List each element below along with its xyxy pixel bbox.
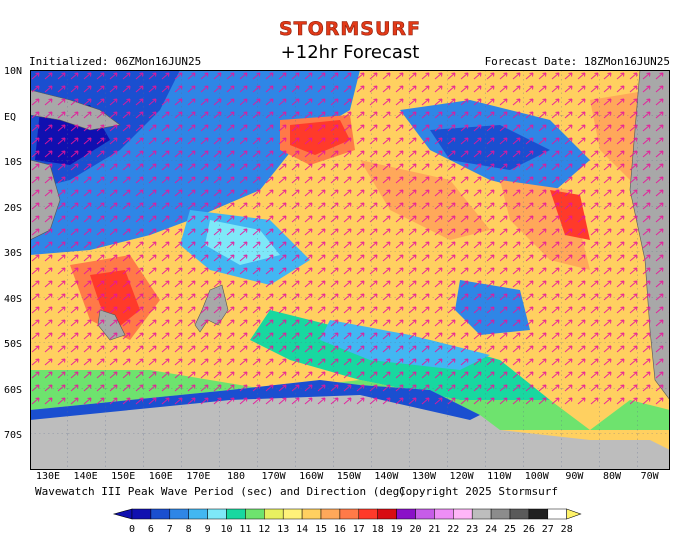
lon-label: 170W (261, 471, 286, 482)
period-color-scale: 0 6 7 8 9 10 11 12 13 14 15 16 17 18 19 20 21 22 23 24 25 26 2… (112, 508, 582, 535)
lon-label: 150W (336, 471, 361, 482)
scale-swatch (264, 508, 284, 520)
scale-label: 16 (334, 524, 346, 535)
lat-label: 60S (4, 384, 23, 396)
scale-label: 0 (129, 524, 135, 535)
scale-label: 6 (148, 524, 154, 535)
scale-high-arrow (566, 508, 582, 520)
scale-swatch (339, 508, 360, 520)
lon-label: 130W (411, 471, 437, 482)
stormsurf-logo: STORMSURF (278, 18, 422, 41)
scale-swatch (377, 508, 397, 520)
scale-label: 27 (542, 524, 554, 535)
scale-swatch (320, 508, 341, 520)
scale-label: 20 (409, 524, 421, 535)
lat-label: 30S (4, 248, 23, 259)
scale-swatch (547, 508, 567, 520)
scale-label: 7 (167, 524, 173, 535)
scale-swatch (415, 508, 435, 520)
lon-label: 140W (374, 471, 399, 482)
lat-lon-grid (30, 70, 670, 470)
scale-swatch (188, 508, 208, 520)
scale-label: 26 (523, 524, 535, 535)
scale-swatch (131, 508, 152, 520)
scale-label: 9 (205, 524, 211, 535)
map-caption: Wavewatch III Peak Wave Period (sec) and… (35, 485, 406, 498)
lat-label: 10S (4, 157, 23, 168)
lat-label: 20S (4, 202, 23, 214)
lon-label: 70W (640, 471, 659, 482)
scale-label: 28 (561, 524, 573, 535)
forecast-date-label: Forecast Date: 18ZMon16JUN25 (484, 55, 670, 68)
forecast-title: +12hr Forecast (280, 42, 420, 63)
map-border (30, 70, 670, 470)
scale-label: 17 (353, 524, 365, 535)
scale-swatch (396, 508, 416, 520)
scale-swatch (358, 508, 378, 520)
lon-label: 140E (73, 471, 98, 482)
lon-label: 120W (449, 471, 474, 482)
scale-label: 22 (447, 524, 459, 535)
scale-label: 13 (277, 524, 289, 535)
lon-label: 110W (487, 471, 512, 482)
lat-label: EQ (4, 111, 17, 123)
scale-swatch (150, 508, 171, 520)
scale-label: 8 (186, 524, 192, 535)
lon-label: 150E (111, 471, 136, 482)
scale-label: 15 (315, 524, 327, 535)
copyright-label: Copyright 2025 Stormsurf (399, 485, 558, 498)
scale-label: 19 (391, 524, 403, 535)
scale-swatch (434, 508, 454, 520)
scale-swatch (282, 508, 303, 520)
lon-label: 130E (35, 471, 61, 482)
scale-low-arrow (112, 508, 133, 520)
scale-label: 10 (220, 524, 232, 535)
scale-swatch (528, 508, 549, 520)
wave-period-map (30, 70, 670, 470)
scale-label: 14 (296, 524, 308, 535)
initialized-label: Initialized: 06ZMon16JUN25 (29, 55, 202, 68)
scale-label: 12 (258, 524, 270, 535)
lat-label: 40S (4, 293, 23, 305)
scale-swatch (169, 508, 189, 520)
scale-swatch (301, 508, 322, 520)
lat-label: 10N (4, 66, 23, 77)
lon-label: 180 (226, 471, 246, 482)
lon-label: 90W (565, 471, 584, 482)
scale-label: 18 (372, 524, 384, 535)
scale-label: 24 (485, 524, 497, 535)
lon-label: 80W (602, 471, 622, 482)
lon-label: 100W (524, 471, 549, 482)
lon-label: 160W (299, 471, 324, 482)
scale-swatch (471, 508, 492, 520)
scale-label: 25 (504, 524, 516, 535)
scale-label: 11 (239, 524, 251, 535)
scale-label: 23 (466, 524, 478, 535)
scale-swatch (245, 508, 265, 520)
lon-label: 160E (148, 471, 173, 482)
scale-label: 21 (428, 524, 440, 535)
scale-swatch (226, 508, 246, 520)
scale-swatch (453, 508, 473, 520)
scale-swatch (509, 508, 530, 520)
lat-label: 50S (4, 339, 23, 350)
lon-label: 170E (186, 471, 211, 482)
scale-swatch (490, 508, 511, 520)
lat-label: 70S (4, 430, 23, 441)
scale-swatch (207, 508, 227, 520)
